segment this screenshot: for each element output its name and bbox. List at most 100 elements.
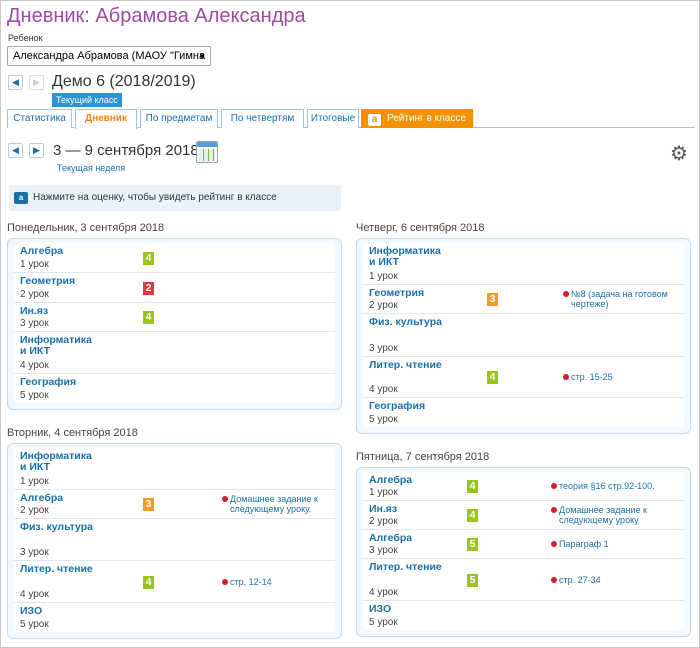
current-class-badge[interactable]: Текущий класс bbox=[52, 93, 122, 107]
tab-diary[interactable]: Дневник bbox=[75, 109, 137, 129]
grade-badge[interactable]: 4 bbox=[143, 575, 154, 589]
lesson-row: Информатика и ИКТ 1 урок bbox=[14, 448, 335, 490]
homework-link[interactable]: Параграф 1 bbox=[551, 539, 680, 549]
subject-link[interactable]: ИЗО bbox=[369, 603, 392, 615]
tab-by-quarter[interactable]: По четвертям bbox=[221, 109, 304, 128]
lesson-number: 4 урок bbox=[369, 587, 398, 598]
lesson-row: ИЗО 5 урок bbox=[14, 603, 335, 632]
subject-link[interactable]: Литер. чтение bbox=[369, 561, 442, 573]
homework-link[interactable]: теория §16 стр.92-100. bbox=[551, 481, 680, 491]
lesson-row: Алгебра 1 урок 4 bbox=[14, 243, 335, 273]
subject-link[interactable]: Ин.яз bbox=[369, 503, 398, 515]
prev-year-button[interactable]: ◀ bbox=[8, 75, 23, 90]
grade-badge[interactable]: 4 bbox=[487, 371, 498, 384]
homework-text: теория §16 стр.92-100. bbox=[559, 481, 655, 491]
tab-final[interactable]: Итоговые bbox=[307, 109, 359, 128]
lesson-row: Алгебра 3 урок 5 Параграф 1 bbox=[363, 530, 684, 559]
homework-dot-icon bbox=[222, 578, 228, 585]
rating-logo-icon: a bbox=[367, 114, 381, 126]
homework-link[interactable]: Домашнее задание к следующему уроку bbox=[551, 505, 680, 525]
subject-link[interactable]: Физ. культура bbox=[20, 521, 93, 533]
subject-link[interactable]: Информатика и ИКТ bbox=[20, 334, 92, 357]
grade-badge[interactable]: 4 bbox=[143, 311, 154, 324]
lesson-row: География 5 урок bbox=[363, 398, 684, 427]
next-year-button[interactable]: ▶ bbox=[29, 75, 44, 90]
lesson-number: 2 урок bbox=[369, 516, 398, 527]
subject-link[interactable]: Литер. чтение bbox=[369, 359, 442, 371]
homework-text: Параграф 1 bbox=[559, 539, 609, 549]
day-card: Четверг, 6 сентября 2018 Информатика и ИК… bbox=[356, 222, 691, 434]
tab-by-subject[interactable]: По предметам bbox=[140, 109, 218, 128]
lesson-number: 4 урок bbox=[369, 384, 398, 395]
homework-dot-icon bbox=[551, 507, 557, 513]
next-week-button[interactable]: ▶ bbox=[29, 143, 44, 158]
grade-badge[interactable]: 4 bbox=[467, 509, 478, 522]
lesson-number: 1 урок bbox=[369, 271, 398, 282]
lessons-list: Алгебра 1 урок 4 Геометрия 2 урок 2 Ин.яз 3 уро… bbox=[14, 243, 335, 403]
lesson-row: Литер. чтение 4 урок 5 стр. 27-34 bbox=[363, 559, 684, 601]
grade-badge[interactable]: 5 bbox=[467, 538, 478, 551]
grade-badge[interactable]: 5 bbox=[467, 573, 478, 587]
grade-badge[interactable]: 2 bbox=[143, 281, 154, 295]
grade-badge[interactable]: 4 bbox=[143, 251, 154, 265]
lesson-row: Алгебра 1 урок 4 теория §16 стр.92-100. bbox=[363, 472, 684, 501]
lesson-number: 3 урок bbox=[369, 545, 398, 556]
homework-link[interactable]: стр. 15-25 bbox=[563, 372, 680, 382]
page-title: Дневник: Абрамова Александра bbox=[7, 5, 306, 27]
subject-link[interactable]: Информатика и ИКТ bbox=[20, 450, 92, 473]
arrow-left-icon: ◀ bbox=[12, 77, 19, 87]
subject-link[interactable]: Алгебра bbox=[20, 492, 64, 504]
lesson-row: Литер. чтение 4 урок 4 стр. 15-25 bbox=[363, 357, 684, 398]
homework-link[interactable]: стр. 12-14 bbox=[222, 577, 331, 587]
subject-link[interactable]: Алгебра bbox=[369, 532, 413, 544]
rating-hint: a Нажмите на оценку, чтобы увидеть рейти… bbox=[9, 185, 341, 211]
subject-link[interactable]: Алгебра bbox=[20, 245, 64, 257]
settings-icon[interactable]: ⚙ bbox=[670, 143, 688, 165]
homework-text: Домашнее задание к следующему уроку bbox=[559, 505, 647, 525]
lessons-box: Алгебра 1 урок 4 Геометрия 2 урок 2 Ин.яз 3 уро… bbox=[7, 238, 342, 410]
hint-text: Нажмите на оценку, чтобы увидеть рейтинг… bbox=[33, 192, 277, 203]
homework-link[interactable]: стр. 27-34 bbox=[551, 575, 680, 585]
subject-link[interactable]: Геометрия bbox=[20, 275, 76, 287]
lesson-row: Ин.яз 3 урок 4 bbox=[14, 303, 335, 332]
subject-link[interactable]: Ин.яз bbox=[20, 305, 49, 317]
lesson-row: Физ. культура 3 урок bbox=[14, 519, 335, 561]
prev-week-button[interactable]: ◀ bbox=[8, 143, 23, 158]
child-label: Ребенок bbox=[8, 33, 43, 43]
current-week-link[interactable]: Текущая неделя bbox=[57, 163, 126, 173]
subject-link[interactable]: Алгебра bbox=[369, 474, 413, 486]
subject-link[interactable]: Геометрия bbox=[369, 287, 425, 299]
lesson-number: 3 урок bbox=[369, 343, 398, 354]
homework-link[interactable]: №8 (задача на готовом чертеже) bbox=[563, 289, 680, 309]
calendar-icon[interactable] bbox=[196, 141, 218, 163]
homework-text: стр. 27-34 bbox=[559, 574, 601, 585]
tab-class-rating[interactable]: a Рейтинг в классе bbox=[361, 109, 473, 128]
homework-link[interactable]: Домашнее задание к следующему уроку. bbox=[222, 494, 331, 514]
subject-link[interactable]: Физ. культура bbox=[369, 316, 442, 328]
subject-link[interactable]: Информатика и ИКТ bbox=[369, 245, 441, 268]
arrow-right-icon: ▶ bbox=[33, 145, 40, 155]
homework-text: стр. 12-14 bbox=[230, 576, 272, 587]
lesson-row: География 5 урок bbox=[14, 374, 335, 403]
subject-link[interactable]: Литер. чтение bbox=[20, 563, 93, 575]
lesson-row: Информатика и ИКТ 1 урок bbox=[363, 243, 684, 285]
week-title: 3 — 9 сентября 2018 bbox=[53, 142, 199, 159]
tab-statistics[interactable]: Статистика bbox=[7, 109, 72, 128]
lesson-number: 3 урок bbox=[20, 547, 49, 558]
lesson-number: 2 урок bbox=[369, 300, 398, 311]
homework-dot-icon bbox=[563, 374, 569, 380]
lesson-number: 1 урок bbox=[369, 487, 398, 498]
subject-link[interactable]: География bbox=[369, 400, 426, 412]
lesson-number: 5 урок bbox=[20, 390, 49, 401]
grade-badge[interactable]: 3 bbox=[487, 293, 498, 306]
subject-link[interactable]: География bbox=[20, 376, 77, 388]
grade-badge[interactable]: 4 bbox=[467, 480, 478, 493]
homework-dot-icon bbox=[551, 576, 557, 583]
child-select[interactable]: Александра Абрамова (МАОУ "Гимна ▼ bbox=[7, 46, 211, 66]
info-logo-icon: a bbox=[14, 192, 28, 204]
grade-badge[interactable]: 3 bbox=[143, 498, 154, 511]
lessons-box: Информатика и ИКТ 1 урок Геометрия 2 урок 3 №… bbox=[356, 238, 691, 434]
subject-link[interactable]: ИЗО bbox=[20, 605, 43, 617]
arrow-right-icon: ▶ bbox=[33, 77, 40, 87]
homework-dot-icon bbox=[551, 541, 557, 547]
